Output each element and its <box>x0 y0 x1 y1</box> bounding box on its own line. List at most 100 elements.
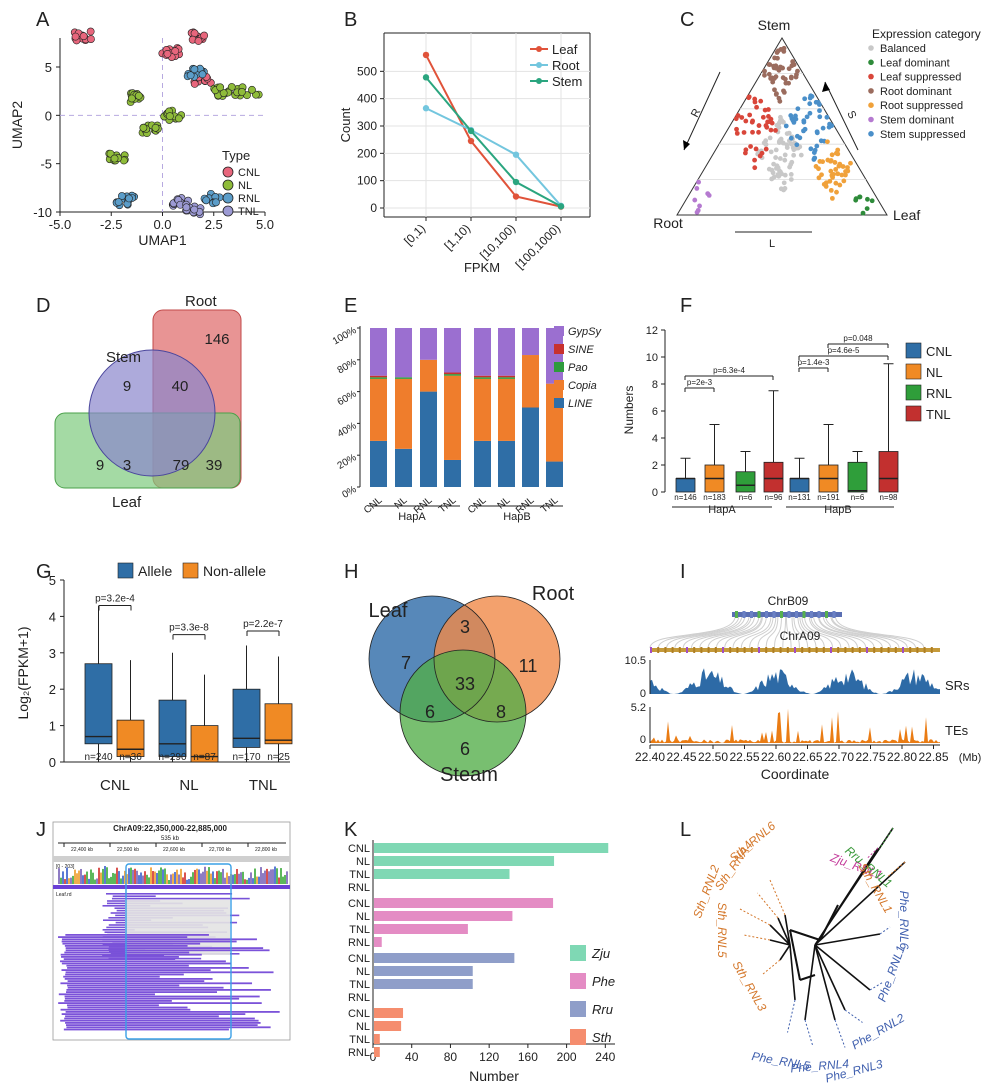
ternary-point <box>814 143 820 149</box>
bar <box>374 924 468 934</box>
tree-branch <box>789 929 821 941</box>
ternary-point <box>776 95 782 101</box>
y-tick-label: 2 <box>49 682 56 697</box>
ternary-point <box>857 194 863 200</box>
gene-mark <box>795 611 798 618</box>
coverage-bar <box>180 868 182 884</box>
coverage-bar <box>196 868 198 884</box>
venn-count: 7 <box>401 653 411 673</box>
legend-label: Balanced <box>880 43 926 55</box>
read <box>66 964 189 967</box>
y-tick-label: 8 <box>652 379 658 391</box>
venn-count: 8 <box>496 702 506 722</box>
gene-mark <box>930 647 933 653</box>
legend-label: Root <box>552 58 580 73</box>
legend-label: Pao <box>568 362 588 374</box>
read <box>61 969 211 971</box>
panel-l-tree: Zju_RNL1Rru_RNL1Sth_RNL1Phe_RNL6Phe_RNL1… <box>690 819 911 1086</box>
x-tick-label: NL <box>393 495 410 512</box>
read <box>64 997 240 1000</box>
legend-swatch <box>222 192 234 204</box>
coverage-bar <box>276 868 278 884</box>
coverage-bar <box>106 867 108 884</box>
ternary-point <box>759 150 765 156</box>
umap-point <box>190 79 199 88</box>
coverage-bar <box>244 879 246 884</box>
ternary-frame <box>676 37 888 216</box>
ternary-point <box>840 164 846 169</box>
read <box>66 1004 159 1007</box>
ternary-point <box>770 79 776 85</box>
umap-point <box>125 194 133 203</box>
tree-branch <box>814 944 871 991</box>
coverage-bar <box>232 874 234 884</box>
read <box>64 1000 172 1002</box>
gene-mark <box>750 647 753 653</box>
coverage-bar <box>76 873 78 884</box>
read <box>67 980 205 982</box>
coverage-bar <box>146 874 148 884</box>
steam-set <box>400 650 526 776</box>
gene-mark <box>707 647 710 653</box>
coverage-bar <box>82 875 84 884</box>
umap-point <box>151 123 160 132</box>
coverage-bar <box>122 875 124 884</box>
ternary-point <box>790 145 796 151</box>
coverage-bar <box>200 873 202 884</box>
read <box>64 995 260 998</box>
x-tick-label: CNL <box>362 495 385 517</box>
bar <box>374 937 382 947</box>
ternary-point <box>827 178 833 184</box>
legend-label: Allele <box>138 563 172 579</box>
x-tick-label: 0.0 <box>153 217 171 232</box>
ternary-point <box>779 171 785 177</box>
coverage-bar <box>78 870 80 884</box>
venn-count: 3 <box>460 617 470 637</box>
ternary-point <box>783 80 789 86</box>
coverage-bar <box>280 868 282 884</box>
ternary-point <box>801 119 807 125</box>
coverage-bar <box>236 868 238 884</box>
tree-branch <box>814 933 881 946</box>
group-label: HapA <box>398 511 426 523</box>
read <box>111 897 250 900</box>
x-axis-label: UMAP1 <box>138 232 186 248</box>
gene-mark <box>779 647 782 653</box>
ruler-label: 22,600 kb <box>163 847 185 853</box>
ternary-point <box>835 171 841 177</box>
chromosome-bar <box>732 612 842 617</box>
n-label: n=25 <box>267 752 290 763</box>
coverage-bar <box>80 868 82 884</box>
set-outline <box>399 649 527 777</box>
venn-count: 146 <box>204 331 229 348</box>
legend-label: TNL <box>926 407 951 422</box>
panel-letter: E <box>344 295 357 317</box>
read <box>63 1028 229 1031</box>
legend-swatch <box>868 131 874 137</box>
ternary-point <box>696 179 701 185</box>
coverage-bar <box>262 873 264 884</box>
ternary-point <box>788 141 794 147</box>
gene-mark <box>887 647 890 653</box>
bar-segment <box>474 375 491 378</box>
x-tick-label: [10,100) <box>477 221 518 262</box>
ternary-point <box>804 114 810 120</box>
ternary-point <box>777 156 783 161</box>
x-tick-label: 22.70 <box>824 750 854 764</box>
legend-label: NL <box>926 365 943 380</box>
ternary-point <box>788 135 794 141</box>
region-label: ChrA09:22,350,000-22,885,000 <box>113 824 227 833</box>
bar <box>374 898 554 908</box>
coverage-bar <box>160 867 162 884</box>
read <box>60 982 253 985</box>
panel-d-venn: Stem Root Leaf 9 146 9 40 3 79 39 <box>54 293 242 511</box>
x-tick-label: CNL <box>100 777 130 794</box>
x-tick-label: 22.75 <box>855 750 885 764</box>
leaf-branch <box>762 959 781 975</box>
ternary-point <box>864 206 870 211</box>
ternary-point <box>753 146 759 152</box>
box <box>264 703 293 745</box>
box <box>158 699 187 757</box>
ternary-point <box>798 152 804 158</box>
ternary-point <box>694 186 700 191</box>
